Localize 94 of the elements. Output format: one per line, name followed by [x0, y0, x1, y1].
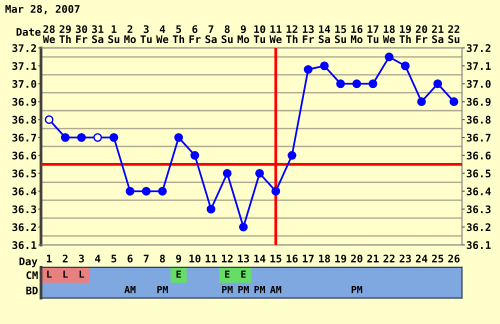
x-tick-label: 29 Th [59, 25, 71, 44]
x-tick-label: 11 [206, 254, 217, 262]
x-tick-label: 10 [190, 254, 200, 263]
x-tick-label: 24 [416, 254, 428, 262]
x-tick-label: 12 Th [286, 25, 298, 44]
x-tick-label: 6 [128, 254, 133, 263]
y2-tick-label: 36.9 [466, 98, 491, 106]
x-tick-label: 15 [270, 254, 282, 263]
x-tick-label: 9 Mo [238, 25, 250, 44]
x-tick-label: 22 [383, 254, 395, 262]
x-tick-label: 3 [78, 254, 84, 263]
x-tick-label: 23 [400, 254, 411, 263]
x-tick-label: 22 Su [448, 25, 460, 44]
chart-title: Mar 28, 2007 [5, 5, 80, 14]
y-tick-label: BD [26, 286, 38, 294]
x-tick-label: 18 We [382, 25, 395, 44]
x-tick-label: 5 Th [172, 25, 184, 44]
x-tick-label: 12 [222, 254, 233, 262]
x-tick-label: 16 [286, 254, 298, 263]
y-tick-label: 36.2 [12, 223, 36, 232]
x-tick-label: 1 Su [108, 25, 120, 44]
x-tick-label: 13 Fr [302, 25, 314, 44]
y-tick-label: 36.4 [12, 187, 36, 196]
x-tick-label: 7 Sa [205, 25, 217, 44]
y-tick-label: 37.2 [12, 44, 36, 52]
x-tick-label: 8 Su [222, 25, 233, 44]
y2-tick-label: 36.6 [466, 152, 491, 160]
x-tick-label: 15 Su [334, 25, 346, 44]
y2-tick-label: 36.1 [466, 241, 491, 250]
x-tick-label: 11 We [270, 25, 282, 44]
x-tick-label: 14 [254, 254, 266, 262]
text: PM [254, 286, 266, 294]
y-tick-label: 36.7 [12, 134, 36, 142]
text: L [63, 270, 68, 278]
x-tick-label: 21 Sa [432, 25, 444, 44]
x-tick-label: 6 Fr [189, 25, 201, 44]
x2-axis-title: Date [16, 28, 41, 36]
x-tick-label: 19 [335, 254, 346, 263]
x-tick-label: 21 [367, 254, 379, 262]
x-tick-label: 20 Fr [416, 25, 428, 44]
x-tick-label: 1 [46, 254, 52, 262]
x-tick-label: 18 [319, 254, 330, 263]
y2-tick-label: 37.2 [466, 44, 490, 52]
y-tick-label: 36.8 [12, 116, 36, 124]
x-tick-label: 2 Mo [124, 25, 136, 44]
x-tick-label: 4 We [156, 25, 168, 44]
x-tick-label: 14 Sa [318, 25, 330, 44]
x-tick-label: 19 Th [400, 25, 411, 44]
y-tick-label: 36.5 [12, 170, 36, 178]
text: PM [222, 286, 233, 294]
x-tick-label: 17 [302, 254, 314, 262]
x-tick-label: 16 Mo [350, 25, 363, 44]
y-tick-label: 36.6 [12, 152, 36, 160]
y2-tick-label: 36.2 [466, 223, 490, 232]
y-tick-label: 37.1 [12, 62, 36, 70]
x-tick-label: 28 We [42, 25, 55, 44]
text: L [80, 270, 84, 278]
x-tick-label: 20 [351, 254, 362, 263]
x-tick-label: 9 [176, 254, 182, 263]
y2-tick-label: 37.1 [466, 62, 491, 70]
x-tick-label: 30 Fr [76, 25, 88, 44]
y2-tick-label: 37.0 [466, 80, 491, 88]
x-tick-label: 5 [111, 254, 116, 263]
x-tick-label: 7 [144, 254, 149, 262]
y-tick-label: CM [26, 271, 38, 280]
y2-tick-label: 36.8 [466, 116, 491, 124]
x-tick-label: 17 Tu [367, 25, 378, 44]
text: PM [352, 286, 362, 294]
x-tick-label: 26 [448, 254, 460, 263]
x-tick-label: 8 [160, 254, 165, 263]
text: L [47, 270, 52, 278]
y-tick-label: 36.3 [12, 205, 36, 214]
text: AM [270, 286, 282, 294]
y-tick-label: 37.0 [12, 80, 36, 88]
y2-tick-label: 36.3 [466, 205, 491, 214]
text: E [225, 270, 230, 278]
y2-tick-label: 36.7 [466, 134, 490, 142]
x-tick-label: 25 [432, 254, 444, 263]
x-tick-label: 13 [238, 254, 249, 263]
x-tick-label: 3 Tu [140, 25, 152, 44]
x-tick-label: 31 Sa [92, 25, 104, 44]
text: AM [124, 286, 136, 294]
x-axis-title: Day [20, 258, 38, 268]
x-tick-label: 10 Tu [254, 25, 266, 44]
text: PM [157, 286, 168, 294]
x-tick-label: 4 [95, 254, 100, 262]
text: E [176, 270, 181, 278]
y2-tick-label: 36.4 [466, 187, 491, 196]
y-tick-label: 36.9 [12, 98, 36, 106]
text: PM [238, 286, 249, 294]
y-tick-label: 36.1 [12, 241, 36, 250]
x-tick-label: 2 [62, 254, 68, 262]
y2-tick-label: 36.5 [466, 170, 491, 178]
text: E [241, 270, 246, 278]
